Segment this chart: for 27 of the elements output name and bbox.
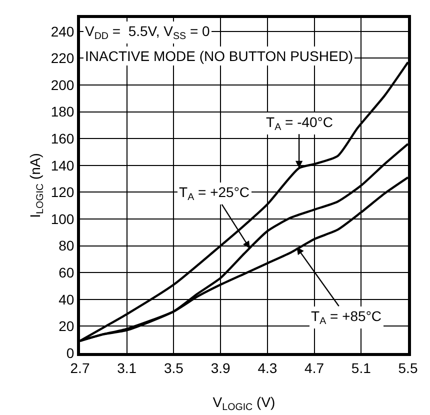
x-tick-label: 4.7 <box>304 360 324 376</box>
x-tick-label: 5.5 <box>398 360 418 376</box>
annotation: T$_{A}$ = +85°C <box>311 308 382 327</box>
x-tick-label: 4.3 <box>258 360 278 376</box>
annotation: T$_{A}$ = +25°C <box>179 184 250 203</box>
y-tick-label: 200 <box>50 76 74 93</box>
y-tick-label: 100 <box>50 210 74 227</box>
x-axis-title: V$_{LOGIC}$ (V) <box>212 394 276 413</box>
y-tick-label: 0 <box>66 344 74 361</box>
x-tick-label: 5.1 <box>351 360 372 376</box>
x-tick-label: 3.9 <box>210 360 231 376</box>
x-tick-label: 2.7 <box>70 360 90 376</box>
x-tick-label: 3.5 <box>164 360 184 376</box>
y-tick-label: 240 <box>50 23 74 40</box>
y-tick-label: 20 <box>58 318 74 334</box>
x-tick-label: 3.1 <box>117 360 137 376</box>
y-tick-label: 40 <box>58 291 74 308</box>
y-tick-label: 220 <box>50 50 74 66</box>
y-tick-label: 80 <box>58 238 74 254</box>
y-tick-label: 180 <box>50 104 74 120</box>
y-tick-label: 140 <box>50 157 74 174</box>
y-tick-label: 160 <box>50 130 74 146</box>
annotation: INACTIVE MODE (NO BUTTON PUSHED) <box>85 48 354 64</box>
y-tick-label: 60 <box>58 264 74 280</box>
annotation: V$_{DD}$ = 5.5V, V$_{SS}$ = 0 <box>85 23 210 42</box>
annotation: T$_{A}$ = -40°C <box>266 114 334 133</box>
y-tick-label: 120 <box>50 184 74 200</box>
